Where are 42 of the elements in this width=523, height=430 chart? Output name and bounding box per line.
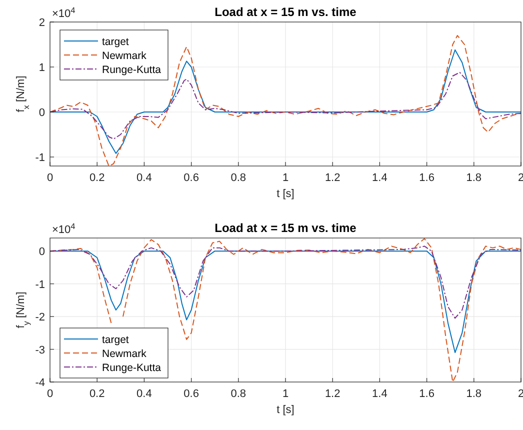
legend-label: target [102, 334, 129, 346]
y-tick-label: -3 [35, 344, 45, 356]
x-tick-label: 0.4 [136, 388, 152, 400]
x-tick-label: 1.2 [324, 172, 340, 184]
chart-title: Load at x = 15 m vs. time [214, 221, 357, 235]
line-series [50, 246, 521, 319]
x-tick-label: 1 [282, 172, 289, 184]
y-tick-label: -2 [35, 312, 45, 324]
y-tick-label: -1 [35, 278, 45, 291]
y-tick-label: -1 [35, 152, 45, 164]
x-tick-label: 1.8 [466, 388, 482, 400]
x-tick-label: 1.4 [372, 388, 388, 400]
legend-label: Newmark [102, 50, 148, 62]
x-tick-label: 0.6 [184, 388, 199, 400]
x-tick-label: 0 [46, 172, 54, 184]
legend-label: target [102, 36, 129, 48]
x-tick-label: 0.8 [230, 172, 246, 184]
y-tick-label: 2 [38, 17, 45, 29]
text: ×10$^{4}$ [52, 222, 76, 236]
x-tick-label: 0.6 [184, 172, 199, 184]
x-tick-label: 1 [282, 388, 289, 400]
legend-label: Newmark [102, 348, 148, 360]
x-tick-label: 0.2 [89, 172, 105, 184]
text: ×10$^{4}$ [52, 6, 76, 20]
x-tick-label: 0.8 [230, 388, 246, 400]
x-axis-title: t [s] [276, 188, 294, 200]
y-tick-label: 1 [38, 62, 45, 74]
legend-label: Runge-Kutta [102, 362, 162, 374]
x-tick-label: 1.6 [419, 388, 434, 400]
x-axis-title: t [s] [276, 404, 294, 416]
x-tick-label: 1.6 [419, 172, 434, 184]
y-tick-label: 0 [38, 107, 45, 119]
x-tick-label: 1.8 [466, 172, 482, 184]
chart-title: Load at x = 15 m vs. time [214, 5, 357, 19]
legend-label: Runge-Kutta [102, 64, 162, 76]
y-tick-label: -4 [35, 377, 45, 389]
y-tick-label: 0 [38, 246, 45, 258]
x-tick-label: 0.2 [89, 388, 105, 400]
x-tick-label: 0.4 [136, 172, 152, 184]
x-tick-label: 0 [46, 388, 54, 400]
x-tick-label: 1.2 [324, 388, 340, 400]
x-tick-label: 1.4 [372, 172, 388, 184]
